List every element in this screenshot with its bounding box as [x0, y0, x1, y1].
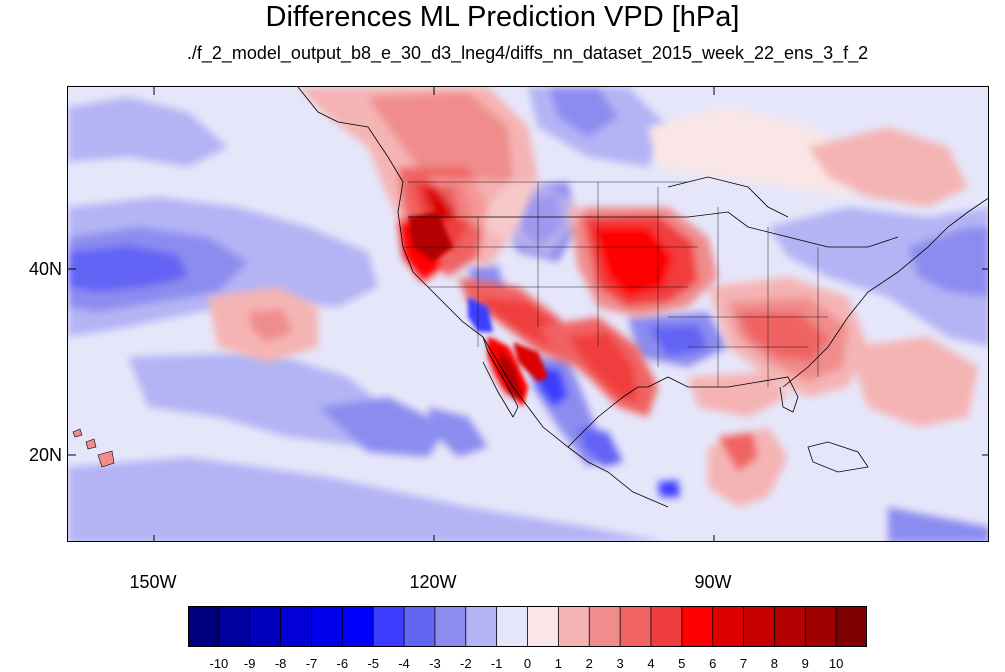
colorbar-tick-label: 3	[616, 656, 624, 671]
colorbar-tick-label: -5	[367, 656, 379, 671]
hawaii-islands	[72, 428, 115, 468]
colorbar-tick-label: -1	[490, 656, 503, 671]
map-canvas	[68, 87, 988, 541]
colorbar-tick-label: -2	[460, 656, 472, 671]
colorbar-swatch	[712, 606, 745, 647]
colorbar-swatch	[681, 606, 714, 647]
colorbar-swatch	[434, 606, 467, 647]
baja-anomaly-streaks	[408, 212, 548, 407]
longitude-label-150w: 150W	[129, 572, 177, 592]
colorbar-swatch	[804, 606, 838, 647]
latitude-label-40n: 40N	[28, 259, 62, 279]
colorbar-tick-label: -3	[429, 656, 441, 671]
colorbar-swatch	[774, 606, 807, 647]
colorbar-swatch	[372, 606, 405, 647]
axis-ticks	[68, 87, 988, 541]
vpd-difference-map	[67, 86, 989, 542]
colorbar-tick-label: 1	[554, 656, 562, 671]
latitude-label-20n: 20N	[28, 445, 62, 465]
colorbar-tick-label: 2	[585, 656, 593, 671]
colorbar-swatch	[650, 606, 683, 647]
colorbar-tick-label: -9	[243, 656, 256, 671]
longitude-label-120w: 120W	[409, 572, 457, 592]
colorbar-tick-label: -4	[398, 656, 410, 671]
colorbar-tick-label: -10	[209, 656, 229, 671]
colorbar-swatch	[188, 606, 220, 647]
colorbar-swatch	[588, 606, 621, 647]
state-borders	[403, 181, 828, 387]
colorbar	[188, 606, 867, 647]
colorbar-swatch	[280, 606, 313, 647]
longitude-label-90w: 90W	[694, 572, 732, 592]
colorbar-tick-label: 5	[678, 656, 686, 671]
colorbar-tick-label: 9	[801, 656, 809, 671]
map-subtitle: ./f_2_model_output_b8_e_30_d3_lneg4/diff…	[186, 43, 869, 63]
colorbar-tick-label: 0	[523, 656, 532, 671]
colorbar-swatch	[311, 606, 344, 647]
colorbar-swatch	[835, 606, 867, 647]
colorbar-swatch	[403, 606, 436, 647]
colorbar-swatch	[249, 606, 282, 647]
colorbar-swatch	[465, 606, 498, 647]
colorbar-tick-label: 10	[828, 656, 844, 671]
map-title: Differences ML Prediction VPD [hPa]	[265, 1, 740, 33]
colorbar-tick-label: 6	[709, 656, 717, 671]
colorbar-swatch	[341, 606, 375, 647]
colorbar-swatch	[527, 606, 560, 647]
colorbar-outline	[188, 606, 867, 647]
colorbar-swatch	[619, 606, 652, 647]
colorbar-swatch	[496, 606, 529, 647]
colorbar-swatch	[557, 606, 591, 647]
colorbar-swatch	[218, 606, 251, 647]
colorbar-tick-label: 7	[739, 656, 748, 671]
colorbar-tick-label: -7	[305, 656, 318, 671]
colorbar-tick-label: 8	[770, 656, 778, 671]
colorbar-tick-label: -8	[274, 656, 287, 671]
colorbar-swatch	[743, 606, 776, 647]
colorbar-tick-label: -6	[336, 656, 349, 671]
colorbar-tick-label: 4	[647, 656, 655, 671]
